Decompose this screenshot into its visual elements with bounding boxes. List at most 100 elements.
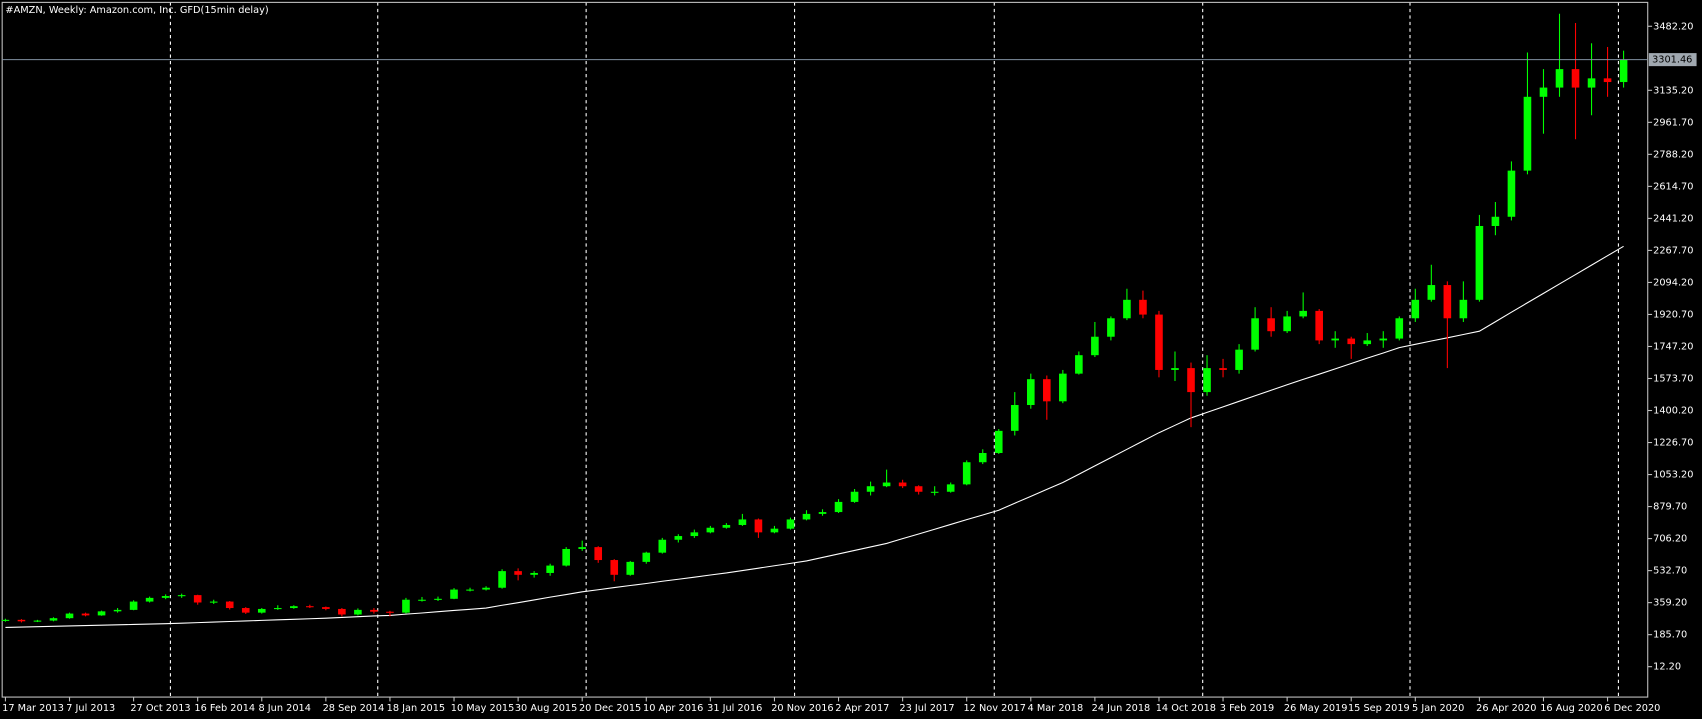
candle-body [145, 597, 154, 602]
candle-body [866, 486, 875, 492]
candle-body [177, 595, 186, 597]
candle-body [1555, 69, 1564, 88]
candle-body [594, 547, 603, 561]
candle-body [49, 618, 58, 621]
candle-body [1283, 316, 1291, 332]
candle-body [450, 589, 458, 599]
candle-body [674, 536, 683, 540]
x-tick-label: 27 Oct 2013 [130, 703, 190, 714]
candle-body [1187, 368, 1195, 393]
y-tick-label: 706.20 [1653, 534, 1687, 545]
candle-body [402, 599, 410, 613]
candle-body [546, 565, 554, 573]
candle-body [1155, 314, 1163, 370]
candle-body [290, 606, 298, 609]
candle-body [1347, 338, 1356, 345]
x-tick-label: 6 Dec 2020 [1604, 703, 1660, 714]
candle-body [322, 607, 330, 609]
candle-body [1395, 318, 1404, 339]
candle-body [1491, 216, 1500, 226]
candle-body [1411, 299, 1420, 319]
candle-body [1523, 96, 1532, 171]
candle-body [17, 619, 26, 622]
x-tick-label: 8 Jun 2014 [259, 703, 311, 714]
x-tick-label: 31 Jul 2016 [707, 703, 762, 714]
candle-body [482, 587, 490, 590]
candle-body [1459, 299, 1468, 319]
x-tick-label: 24 Jun 2018 [1092, 703, 1151, 714]
candle-body [161, 596, 170, 598]
x-tick-label: 26 May 2019 [1284, 703, 1348, 714]
candle-body [1123, 299, 1131, 319]
y-tick-label: 3482.20 [1653, 21, 1693, 32]
candle-body [81, 613, 90, 616]
candle-body [786, 519, 795, 529]
candle-body [1267, 318, 1275, 332]
candle-body [994, 430, 1003, 454]
x-tick-label: 16 Aug 2020 [1540, 703, 1602, 714]
y-tick-label: 1226.70 [1653, 438, 1693, 449]
candle-body [1, 619, 10, 621]
y-tick-label: 879.70 [1653, 502, 1687, 513]
candle-body [1587, 78, 1596, 88]
x-tick-label: 23 Jul 2017 [899, 703, 954, 714]
candle-body [578, 547, 586, 549]
candle-body [1331, 338, 1340, 341]
candle-body [1219, 368, 1227, 370]
y-tick-label: 12.20 [1653, 662, 1681, 673]
candle-body [530, 572, 538, 575]
candle-body [562, 548, 570, 566]
candle-body [1203, 368, 1211, 393]
y-tick-label: 359.20 [1653, 598, 1687, 609]
candle-body [930, 491, 939, 493]
candle-body [1539, 87, 1548, 97]
plot-frame [1, 1, 1649, 698]
candle-body [770, 528, 779, 533]
candle-body [1475, 225, 1484, 300]
candle-body [273, 608, 282, 610]
y-tick-label: 1053.20 [1653, 470, 1693, 481]
candle-body [498, 571, 506, 588]
candle-body [1010, 405, 1019, 431]
candle-body [1571, 69, 1580, 88]
candle-body [338, 608, 346, 615]
y-tick-label: 1920.70 [1653, 309, 1693, 320]
candle-body [1139, 299, 1147, 315]
candle-body [466, 589, 474, 591]
candle-body [514, 571, 522, 575]
x-tick-label: 20 Nov 2016 [771, 703, 833, 714]
chart-title: #AMZN, Weekly: Amazon.com, Inc. GFD(15mi… [5, 5, 268, 16]
candle-body [738, 519, 747, 525]
moving-average [5, 245, 1624, 628]
candle-body [1603, 78, 1612, 83]
y-tick-label: 532.70 [1653, 566, 1687, 577]
x-tick-label: 15 Sep 2019 [1348, 703, 1410, 714]
y-tick-label: 1400.20 [1653, 406, 1693, 417]
y-tick-label: 185.70 [1653, 630, 1687, 641]
x-tick-label: 17 Mar 2013 [2, 703, 64, 714]
current-price-box [1648, 53, 1697, 67]
candle-body [370, 609, 378, 612]
candle-body [1315, 310, 1323, 341]
candle-body [722, 524, 731, 528]
y-tick-label: 2788.20 [1653, 149, 1693, 160]
y-tick-label: 2441.20 [1653, 213, 1693, 224]
x-tick-label: 30 Aug 2015 [515, 703, 577, 714]
candle-body [1443, 285, 1452, 319]
candle-body [1363, 340, 1372, 345]
candle-body [946, 484, 955, 492]
x-tick-label: 16 Feb 2014 [194, 703, 255, 714]
candle-body [1091, 336, 1099, 356]
candle-body [754, 519, 763, 533]
candle-body [354, 609, 362, 615]
candle-body [818, 512, 827, 514]
candle-body [1427, 285, 1436, 300]
candle-body [850, 491, 859, 502]
x-tick-label: 5 Jan 2020 [1412, 703, 1464, 714]
candle-body [418, 599, 426, 601]
x-tick-label: 3 Feb 2019 [1220, 703, 1274, 714]
candle-body [1379, 338, 1388, 341]
